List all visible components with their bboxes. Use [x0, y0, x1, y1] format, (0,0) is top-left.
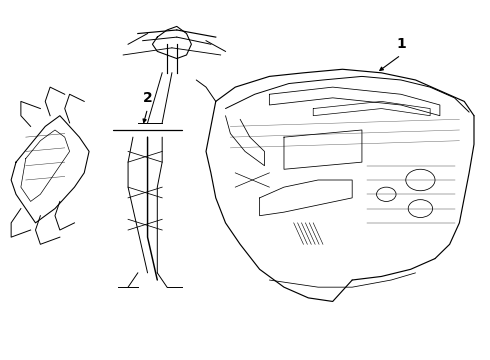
Text: 2: 2 — [143, 91, 152, 105]
Text: 1: 1 — [396, 37, 406, 51]
